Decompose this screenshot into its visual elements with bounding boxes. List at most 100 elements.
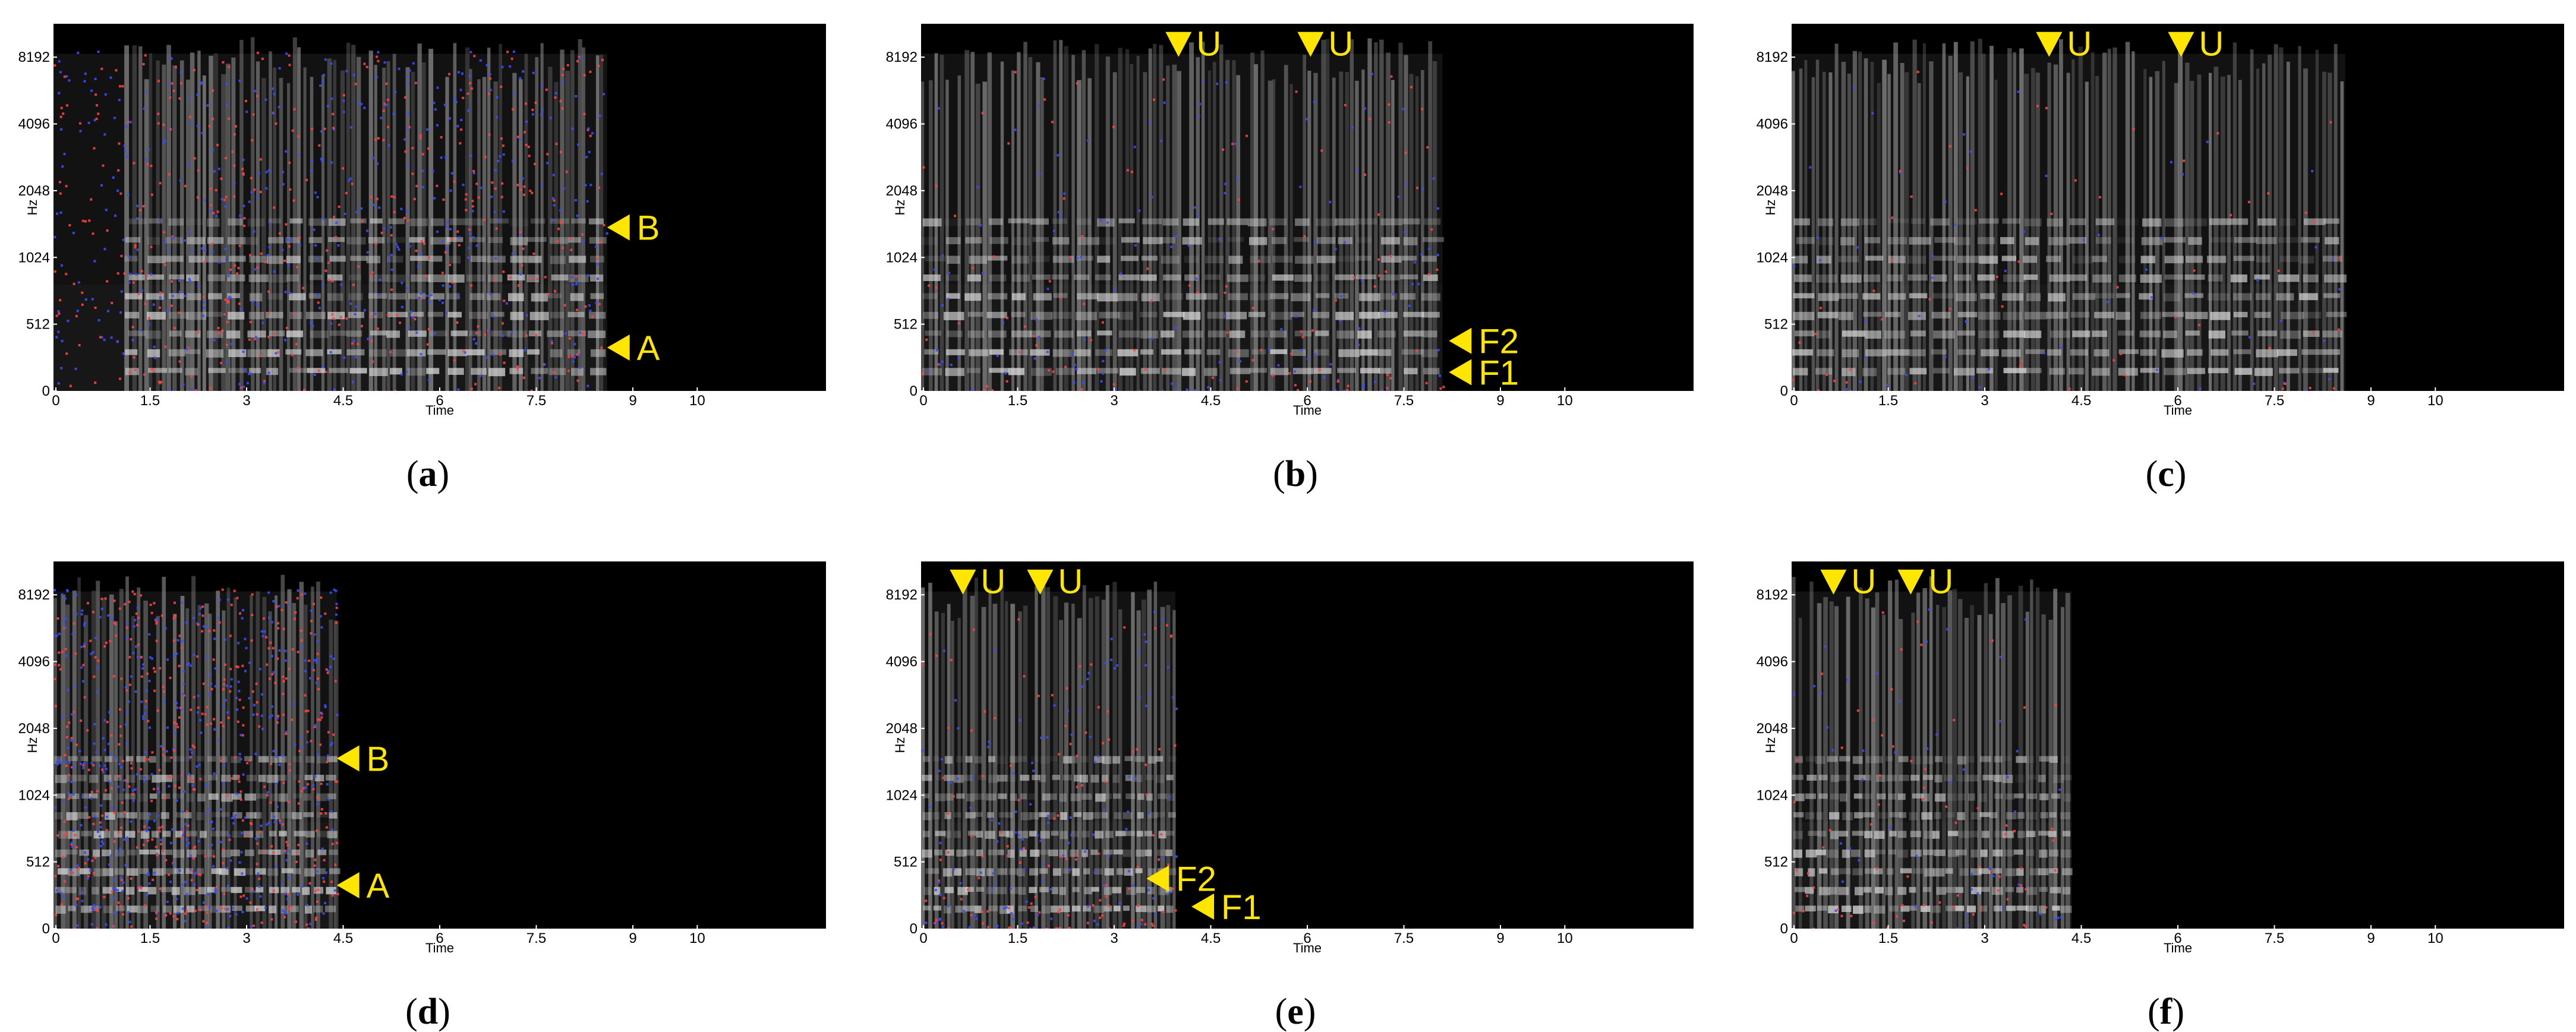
arrow-down-icon [1897,569,1924,595]
x-tick-label: 10 [689,930,705,946]
x-tick-label: 7.5 [2265,393,2284,409]
y-axis: 0 512 1024 2048 4096 8192 Hz [18,49,57,399]
x-tick-label: 4.5 [2071,393,2091,409]
annotation-label: U [2199,25,2224,64]
y-tick-label: 512 [894,317,917,333]
x-axis: 0 1.5 3 4.5 6 7.5 9 10 Time [1790,925,2443,955]
x-tick-label: 7.5 [526,930,546,946]
annotation-u: U [950,563,1005,601]
panel-d: 0 512 1024 2048 4096 8192 Hz 0 1.5 3 4.5 6 7.5 9 10 Tim… [18,561,826,1032]
x-tick-label: 3 [1110,930,1118,946]
arrow-left-icon [607,334,630,361]
panel-caption: (b) [1273,454,1318,494]
y-axis-label: Hz [1763,200,1778,216]
x-tick-label: 9 [1496,930,1504,946]
y-tick-label: 0 [910,383,917,399]
annotation-label: U [2067,25,2092,64]
arrow-left-icon [607,214,630,241]
x-axis-label: Time [2164,403,2192,418]
y-tick-label: 2048 [886,721,917,737]
panel-caption: (e) [1275,992,1316,1032]
x-tick-label: 6 [1303,393,1311,409]
annotation-b: B [336,740,389,778]
x-tick-label: 1.5 [140,393,160,409]
y-axis: 0 512 1024 2048 4096 8192 Hz [886,49,925,399]
x-tick-label: 6 [1303,930,1311,946]
x-tick-label: 1.5 [1008,393,1027,409]
y-tick-label: 512 [26,854,50,870]
y-tick-label: 1024 [1757,250,1788,266]
arrow-down-icon [1820,569,1847,595]
panel-caption: (c) [2146,454,2187,494]
annotation-u: U [1897,563,1953,601]
x-axis: 0 1.5 3 4.5 6 7.5 9 10 Time [52,925,705,955]
arrow-down-icon [1165,31,1192,57]
y-tick-label: 0 [42,383,50,399]
arrow-left-icon [1449,359,1472,386]
spectrogram-image [1792,37,2347,391]
y-tick-label: 1024 [886,250,917,266]
y-tick-label: 512 [1764,854,1788,870]
annotation-a: A [607,329,660,368]
arrow-down-icon [1027,569,1054,595]
y-tick-label: 8192 [18,49,50,65]
x-axis: 0 1.5 3 4.5 6 7.5 9 10 Time [52,387,705,418]
y-tick-label: 8192 [18,587,50,603]
x-tick-label: 0 [1790,930,1798,946]
x-tick-label: 3 [1110,393,1118,409]
annotation-f2: F2 [1449,323,1519,361]
annotation-f2: F2 [1146,860,1216,899]
annotation-label: U [1851,563,1876,601]
x-tick-label: 6 [2174,393,2181,409]
spectrogram-image [1792,576,2073,929]
annotation-u: U [1820,563,1876,601]
y-tick-label: 1024 [18,787,50,803]
x-tick-label: 7.5 [1394,393,1414,409]
arrow-left-icon [1449,327,1472,354]
y-tick-label: 1024 [18,250,50,266]
y-tick-label: 512 [894,854,917,870]
x-axis: 0 1.5 3 4.5 6 7.5 9 10 Time [919,925,1573,955]
x-tick-label: 9 [629,393,636,409]
annotation-f1: F1 [1191,888,1262,927]
annotation-label: B [637,209,660,248]
annotation-u: U [1165,25,1221,64]
y-tick-label: 2048 [1757,721,1788,737]
annotation-u: U [1027,563,1083,601]
y-tick-label: 4096 [1757,116,1788,132]
panel-c: 0 512 1024 2048 4096 8192 Hz 0 1.5 3 4.5 6 7.5 9 10 Tim… [1757,24,2564,494]
x-tick-label: 3 [1981,393,1988,409]
x-tick-label: 4.5 [2071,930,2091,946]
x-tick-label: 10 [689,393,705,409]
y-axis-label: Hz [1763,737,1778,753]
y-tick-label: 0 [1780,383,1788,399]
spectrogram-image [921,577,1178,929]
y-tick-label: 2048 [18,721,50,737]
y-tick-label: 0 [910,921,917,937]
arrow-down-icon [1297,31,1324,57]
y-axis: 0 512 1024 2048 4096 8192 Hz [886,587,925,937]
y-axis-label: Hz [25,200,40,216]
y-axis: 0 512 1024 2048 4096 8192 Hz [1757,587,1795,937]
x-tick-label: 3 [242,930,250,946]
x-axis-label: Time [1293,941,1322,955]
annotation-label: F2 [1176,860,1216,899]
x-tick-label: 0 [919,930,927,946]
annotation-label: U [1928,563,1953,601]
arrow-down-icon [950,569,976,595]
annotation-f1: F1 [1449,354,1519,393]
x-tick-label: 6 [2174,930,2181,946]
panel-caption: (d) [405,992,450,1032]
arrow-down-icon [2036,31,2063,57]
x-tick-label: 10 [1557,393,1573,409]
y-axis-label: Hz [25,737,40,753]
annotation-label: F1 [1221,888,1262,927]
y-tick-label: 4096 [1757,654,1788,670]
x-tick-label: 1.5 [1878,930,1898,946]
annotation-u: U [2168,25,2224,64]
x-tick-label: 3 [242,393,250,409]
x-tick-label: 0 [52,393,59,409]
spectrogram-image [53,37,608,391]
panel-b: 0 512 1024 2048 4096 8192 Hz 0 1.5 3 4.5 6 7.5 9 10 Tim… [886,24,1694,494]
x-tick-label: 0 [919,393,927,409]
